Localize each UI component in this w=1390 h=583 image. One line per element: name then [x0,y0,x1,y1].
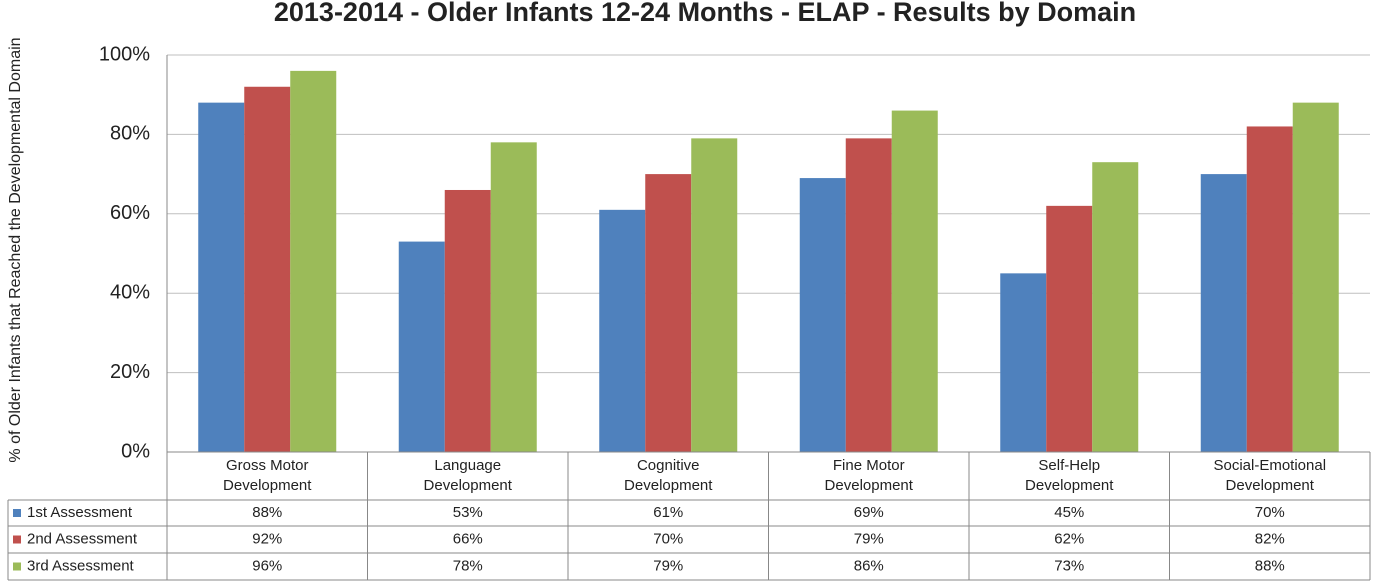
legend-label: 1st Assessment [27,504,133,521]
y-tick-label: 100% [99,43,150,65]
table-value: 96% [252,557,282,574]
table-value: 92% [252,530,282,547]
legend-label: 3rd Assessment [27,557,135,574]
bar [645,174,692,452]
y-tick-label: 0% [121,440,150,462]
table-value: 45% [1054,504,1084,521]
table-value: 86% [854,557,884,574]
bar [290,70,337,452]
table-value: 88% [252,504,282,521]
bar [845,138,892,452]
legend-swatch [13,535,21,544]
y-tick-label: 80% [110,123,150,145]
bar [198,102,245,452]
legend-label: 2nd Assessment [27,530,138,547]
bar [799,178,846,452]
table-value: 69% [854,504,884,521]
bar [891,110,938,452]
x-tick-label: Cognitive Development [624,457,713,494]
bar [1046,205,1093,452]
table-value: 61% [653,504,683,521]
y-tick-label: 20% [110,361,150,383]
x-tick-label: Language Development [424,457,513,494]
bar [244,86,291,452]
bar [1246,126,1293,453]
table-value: 79% [653,557,683,574]
legend-swatch [13,562,21,571]
y-tick-label: 60% [110,202,150,224]
table-value: 70% [653,530,683,547]
table-value: 66% [453,530,483,547]
chart-title: 2013-2014 - Older Infants 12-24 Months -… [274,0,1136,27]
bar [1092,162,1139,452]
table-value: 82% [1255,530,1285,547]
table-value: 70% [1255,504,1285,521]
table-value: 88% [1255,557,1285,574]
x-tick-label: Social-Emotional Development [1213,457,1326,494]
bar [1200,174,1247,452]
legend-swatch [13,509,21,517]
bar [691,138,738,452]
table-value: 53% [453,504,483,521]
x-tick-label: Fine Motor Development [825,457,914,494]
y-tick-label: 40% [110,281,150,303]
table-value: 62% [1054,530,1084,547]
table-value: 78% [453,557,483,574]
bar [444,189,491,453]
bar [1292,102,1339,452]
x-tick-label: Self-Help Development [1025,457,1114,494]
table-value: 79% [854,530,884,547]
bar [398,241,445,452]
y-axis-label: % of Older Infants that Reached the Deve… [7,37,24,462]
table-value: 73% [1054,557,1084,574]
bar [1000,273,1047,452]
x-tick-label: Gross Motor Development [223,457,312,494]
bar [599,209,646,452]
bar [490,142,537,452]
